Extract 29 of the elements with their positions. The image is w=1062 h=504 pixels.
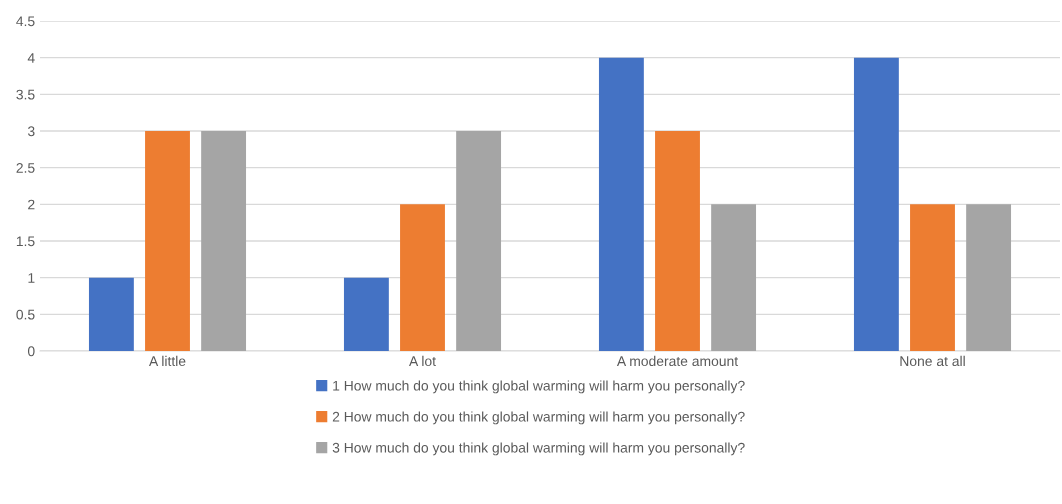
legend-label: 3 How much do you think global warming will harm you personally? <box>332 442 745 456</box>
bar <box>201 131 247 351</box>
bar <box>966 204 1012 351</box>
bar <box>910 204 955 351</box>
y-tick-label: 3.5 <box>16 89 35 100</box>
y-tick-label: 4.5 <box>16 16 35 27</box>
y-tick-label: 2.5 <box>16 163 35 173</box>
bar <box>456 131 502 351</box>
y-tick-label: 0 <box>27 346 35 357</box>
bar <box>88 277 134 351</box>
bar <box>598 57 644 351</box>
legend-label: 1 How much do you think global warming will harm you personally? <box>333 380 745 394</box>
bar <box>711 204 757 351</box>
x-tick-label: None at all <box>900 355 965 367</box>
y-tick-label: 4 <box>27 53 35 63</box>
x-tick-label: A moderate amount <box>616 355 739 367</box>
y-tick-label: 0.5 <box>16 309 35 320</box>
bar <box>343 277 389 351</box>
bar <box>853 57 899 351</box>
y-tick-label: 3 <box>27 126 35 137</box>
y-tick-label: 1.5 <box>16 236 35 247</box>
bar <box>145 131 190 351</box>
x-tick-label: A little <box>149 355 186 367</box>
bar <box>655 131 700 351</box>
legend-label: 2 How much do you think global warming will harm you personally? <box>332 411 745 425</box>
bar <box>400 204 445 351</box>
y-tick-label: 2 <box>28 199 35 210</box>
x-tick-label: A lot <box>409 355 436 367</box>
y-tick-label: 1 <box>28 273 35 283</box>
